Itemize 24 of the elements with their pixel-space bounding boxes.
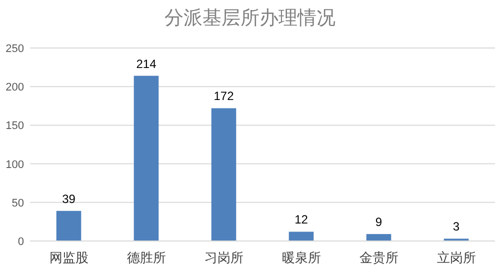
y-tick-label: 50	[12, 197, 24, 210]
x-tick-label: 暖泉所	[282, 250, 321, 265]
data-label: 172	[214, 89, 234, 104]
x-tick-label: 德胜所	[126, 250, 166, 265]
data-label: 3	[452, 220, 460, 234]
x-tick-label: 网监股	[49, 250, 88, 265]
y-tick-label: 0	[18, 236, 24, 248]
data-label: 39	[62, 192, 76, 206]
data-label: 12	[294, 212, 308, 227]
data-label: 9	[375, 215, 382, 230]
y-tick-label: 100	[6, 158, 24, 171]
y-tick-label: 150	[6, 120, 24, 132]
x-tick-label: 立岗所	[436, 250, 476, 265]
data-label: 214	[136, 56, 157, 71]
bar	[288, 232, 314, 241]
bar	[134, 76, 159, 241]
chart-title: 分派基层所办理情况	[164, 8, 336, 29]
bar	[56, 210, 82, 241]
bar	[366, 234, 392, 241]
y-tick-label: 200	[6, 82, 24, 94]
x-tick-label: 金贵所	[359, 250, 398, 265]
y-tick-label: 250	[6, 43, 24, 55]
bar	[211, 108, 236, 241]
x-tick-label: 习岗所	[204, 250, 244, 265]
